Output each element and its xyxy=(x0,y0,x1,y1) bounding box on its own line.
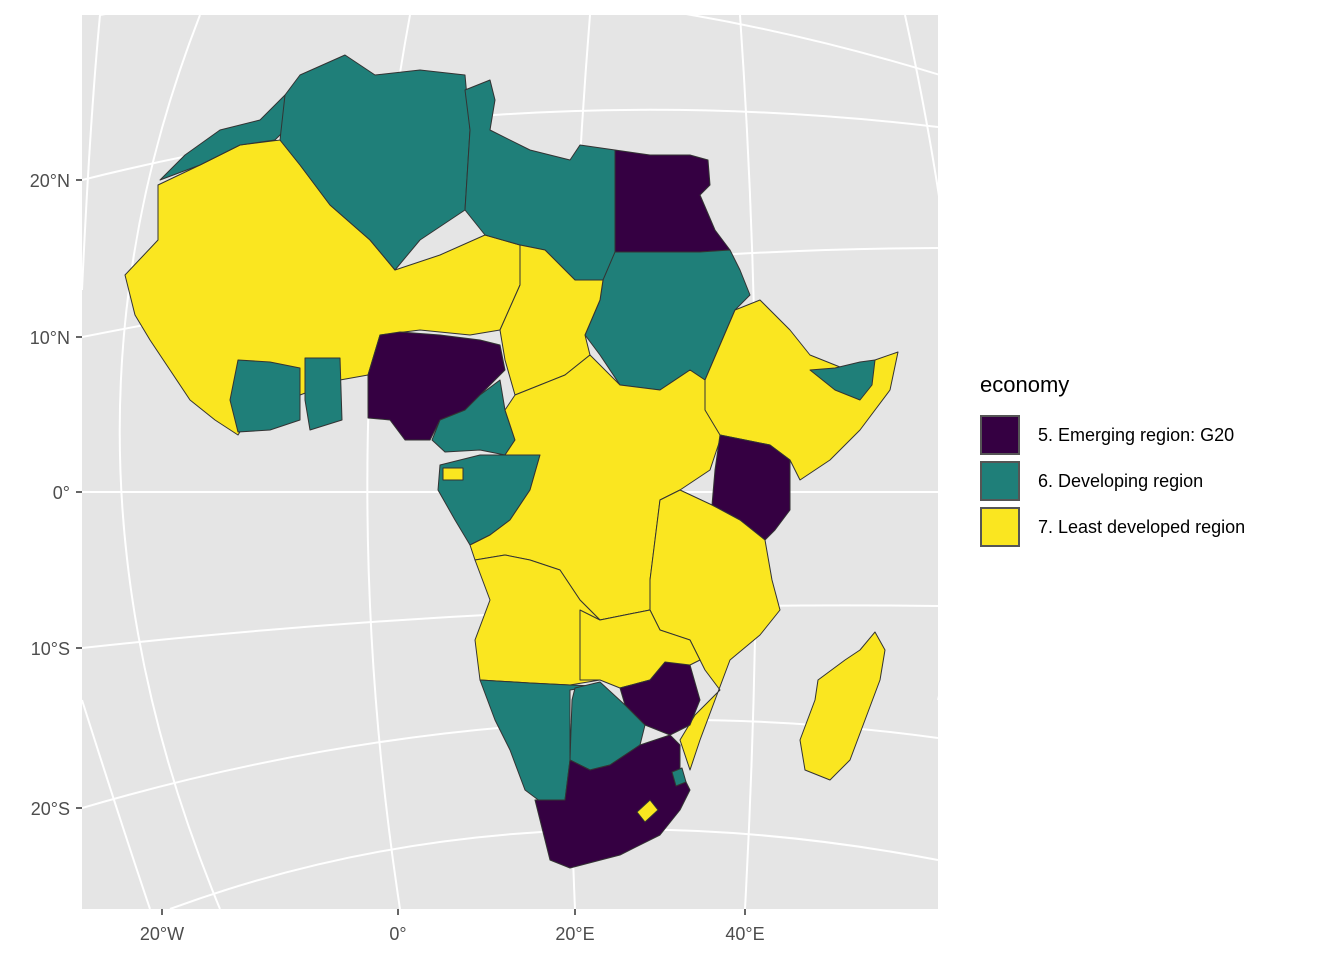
y-axis: 20°N 10°N 0° 10°S 20°S xyxy=(30,171,82,819)
country-ivory-coast xyxy=(229,359,301,433)
y-tick-label: 10°S xyxy=(31,639,70,659)
country-lesotho xyxy=(636,799,659,823)
legend-item: 5. Emerging region: G20 xyxy=(980,412,1245,458)
y-tick-label: 20°S xyxy=(31,799,70,819)
country-ethiopia xyxy=(704,299,899,481)
country-ghana xyxy=(304,357,343,431)
x-tick-label: 20°E xyxy=(555,924,594,944)
graticule-meridian-edge xyxy=(82,699,151,909)
legend-label: 5. Emerging region: G20 xyxy=(1038,424,1235,445)
legend-item: 6. Developing region xyxy=(980,458,1245,504)
legend-item: 7. Least developed region xyxy=(980,504,1245,550)
country-somaliland xyxy=(809,359,876,401)
legend-label: 6. Developing region xyxy=(1038,470,1204,491)
legend-key-least-developed xyxy=(980,507,1020,547)
y-tick-label: 0° xyxy=(53,483,70,503)
graticule-meridian-20w xyxy=(118,15,221,909)
graticule-meridian-40w xyxy=(82,15,101,291)
graticule-parallel-30n xyxy=(100,15,938,76)
legend: economy 5. Emerging region: G20 6. Devel… xyxy=(980,372,1245,550)
x-tick-label: 0° xyxy=(389,924,406,944)
legend-key-emerging xyxy=(980,415,1020,455)
graticule-parallel-30s xyxy=(169,828,938,909)
country-kenya xyxy=(711,434,791,541)
legend-label: 7. Least developed region xyxy=(1038,516,1246,537)
x-axis: 20°W 0° 20°E 40°E xyxy=(140,909,765,944)
country-eq-guinea xyxy=(442,467,464,481)
y-tick-label: 20°N xyxy=(30,171,70,191)
x-tick-label: 40°E xyxy=(725,924,764,944)
legend-key-developing xyxy=(980,461,1020,501)
legend-title: economy xyxy=(980,372,1070,397)
country-eswatini xyxy=(671,767,687,787)
y-tick-label: 10°N xyxy=(30,328,70,348)
graticule-meridian-60e xyxy=(904,15,938,700)
country-madagascar xyxy=(799,631,886,781)
x-tick-label: 20°W xyxy=(140,924,184,944)
